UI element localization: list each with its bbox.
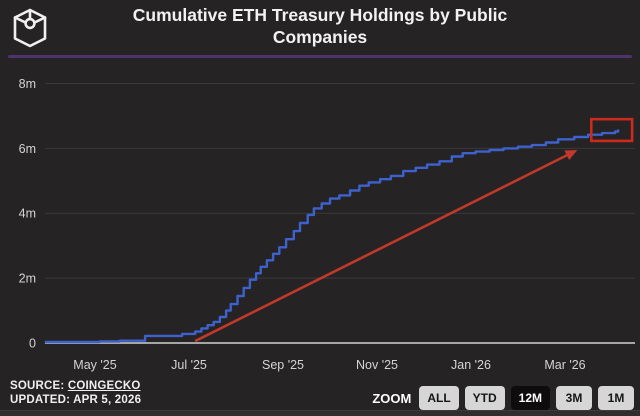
page-title-line2: Companies [272,26,368,47]
source-line: SOURCE: COINGECKO [10,380,141,394]
zoom-controls: ZOOM ALL YTD 12M 3M 1M [372,386,634,410]
page-title: Cumulative ETH Treasury Holdings by Publ… [0,5,640,48]
x-tick-label: Jul '25 [171,358,207,372]
header-divider [8,55,632,58]
highlight-box [589,117,634,143]
y-tick-label-0: 0 [29,337,36,351]
trend-arrow-line [194,151,572,343]
zoom-button-3m[interactable]: 3M [556,386,592,410]
x-tick-label: Mar '26 [544,358,585,372]
y-tick-label-4m: 4m [19,207,36,221]
zoom-label: ZOOM [372,390,412,406]
zoom-button-ytd[interactable]: YTD [464,386,505,410]
zoom-button-all[interactable]: ALL [419,386,459,410]
x-tick-label: Nov '25 [356,358,398,372]
source-block: SOURCE: COINGECKO UPDATED: APR 5, 2026 [10,380,141,407]
zoom-button-1m[interactable]: 1M [598,386,634,410]
wireframe-cube-logo-icon [13,8,47,48]
y-tick-label-2m: 2m [19,272,36,286]
page-title-line1: Cumulative ETH Treasury Holdings by Publ… [132,5,508,25]
x-tick-label: May '25 [73,358,116,372]
x-tick-label: Jan '26 [451,358,491,372]
trend-arrow-head [564,149,578,161]
updated-line: UPDATED: APR 5, 2026 [10,393,142,406]
bottom-edge-strip [0,410,640,416]
source-link-coingecko[interactable]: COINGECKO [67,380,141,392]
y-tick-label-6m: 6m [19,142,36,156]
holdings-step-line [44,129,620,344]
y-tick-label-8m: 8m [19,77,36,91]
x-tick-label: Sep '25 [262,358,304,372]
zoom-button-12m[interactable]: 12M [510,386,550,410]
source-label: SOURCE: [10,380,65,392]
